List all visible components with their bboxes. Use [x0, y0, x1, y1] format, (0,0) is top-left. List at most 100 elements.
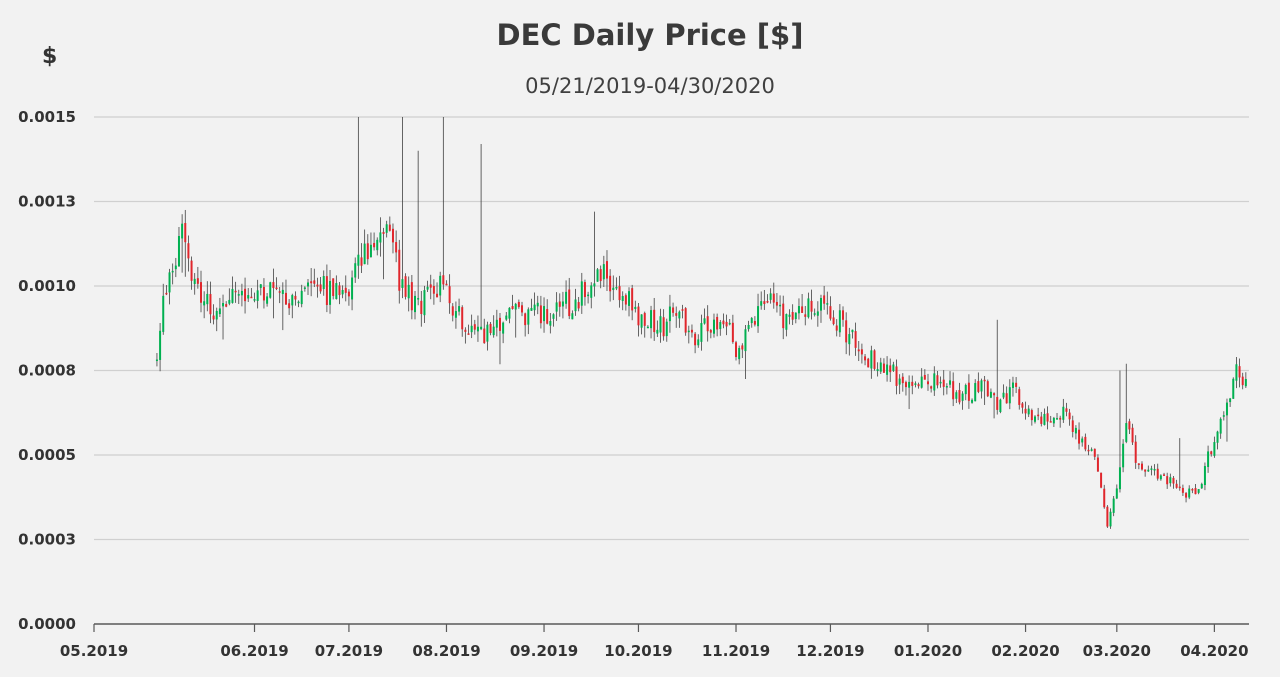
candle-body [369, 244, 372, 258]
candle-body [247, 295, 250, 299]
candle-body [155, 359, 158, 362]
candle-body [171, 270, 174, 273]
candle-body [222, 303, 225, 307]
candle-body [1178, 486, 1181, 489]
candle-body [838, 310, 841, 333]
candle-body [1222, 415, 1225, 417]
x-tick-label: 01.2020 [894, 642, 962, 660]
candle-body [816, 311, 819, 316]
candle-body [162, 295, 165, 332]
candle-body [319, 284, 322, 292]
candle-body [989, 391, 992, 398]
candle-body [769, 293, 772, 300]
candle-body [225, 304, 228, 307]
candle-body [555, 302, 558, 312]
candle-body [398, 249, 401, 291]
candle-body [1100, 472, 1103, 488]
candle-body [1103, 488, 1106, 508]
candle-body [480, 326, 483, 330]
candle-body [977, 381, 980, 392]
candle-body [1172, 477, 1175, 484]
candle-body [1216, 431, 1219, 443]
candle-body [1163, 474, 1166, 476]
candle-body [826, 303, 829, 305]
candle-body [527, 309, 530, 325]
candle-body [901, 376, 904, 384]
candle-body [451, 306, 454, 316]
candle-body [165, 292, 168, 295]
candle-body [687, 330, 690, 333]
candle-body [681, 309, 684, 311]
candle-body [942, 379, 945, 387]
candle-body [851, 329, 854, 333]
candle-body [955, 392, 958, 399]
candle-body [1043, 413, 1046, 425]
y-tick-labels: 0.0000 0.0003 0.0005 0.0008 0.0010 0.0013 0.00… [18, 108, 76, 633]
candle-body [983, 379, 986, 382]
candle-body [605, 261, 608, 279]
candle-body [860, 349, 863, 355]
candle-body [738, 347, 741, 360]
candle-body [782, 303, 785, 329]
candle-body [599, 269, 602, 282]
candle-body [678, 311, 681, 319]
candle-body [835, 325, 838, 331]
candle-body [986, 381, 989, 397]
candle-body [351, 277, 354, 300]
candle-body [577, 302, 580, 309]
candle-body [1150, 468, 1153, 470]
candle-body [712, 319, 715, 334]
candle-body [775, 301, 778, 306]
candle-body [1238, 366, 1241, 378]
candle-body [432, 286, 435, 294]
candle-body [366, 243, 369, 260]
candle-body [244, 288, 247, 302]
candle-body [253, 299, 256, 301]
candle-body [1225, 402, 1228, 416]
candle-body [190, 260, 193, 281]
candle-body [1197, 489, 1200, 493]
candle-body [993, 393, 996, 396]
candle-body [917, 384, 920, 387]
candle-body [1112, 498, 1115, 513]
candle-body [552, 314, 555, 319]
candle-body [536, 302, 539, 307]
candle-body [1049, 421, 1052, 423]
candle-body [1021, 403, 1024, 408]
candle-body [785, 314, 788, 330]
candle-body [854, 331, 857, 348]
candle-body [596, 269, 599, 282]
candle-body [338, 285, 341, 296]
candle-body [505, 315, 508, 320]
candle-body [1175, 483, 1178, 488]
candle-body [461, 307, 464, 330]
candle-body [514, 303, 517, 310]
candle-body [272, 282, 275, 289]
candle-body [904, 382, 907, 388]
candle-body [1084, 436, 1087, 450]
candle-body [823, 295, 826, 304]
candle-body [262, 286, 265, 301]
candle-body [388, 224, 391, 231]
candle-body [939, 381, 942, 384]
candle-body [1065, 408, 1068, 412]
candle-body [583, 282, 586, 298]
candle-body [750, 318, 753, 324]
candle-body [867, 358, 870, 368]
candle-body [612, 287, 615, 291]
candle-body [508, 307, 511, 319]
candle-body [385, 224, 388, 233]
candle-body [206, 293, 209, 305]
candle-body [177, 236, 180, 267]
x-axis [93, 623, 1249, 632]
x-tick-label: 10.2019 [604, 642, 672, 660]
candle-body [637, 306, 640, 326]
candle-body [1188, 488, 1191, 498]
candle-body [772, 293, 775, 303]
candle-body [1090, 449, 1093, 451]
candle-body [1191, 488, 1194, 491]
candle-body [363, 243, 366, 265]
candle-body [313, 280, 316, 284]
candle-body [1235, 364, 1238, 381]
candle-body [656, 329, 659, 334]
